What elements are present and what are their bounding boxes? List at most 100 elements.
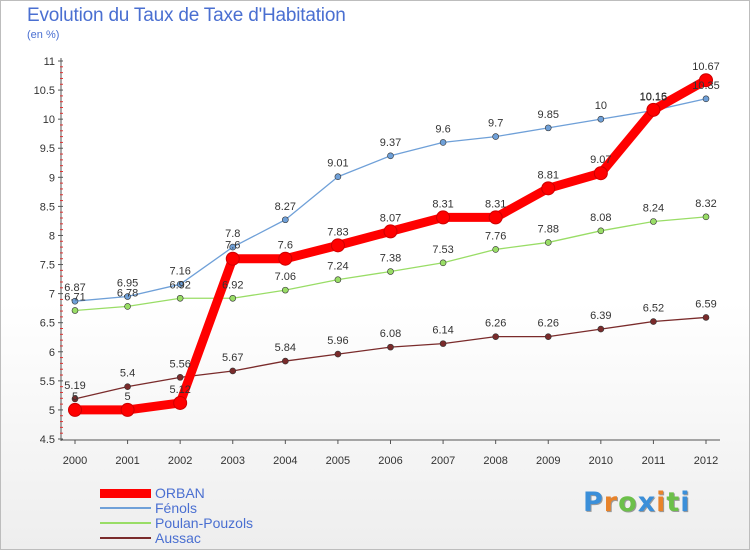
- data-point: [702, 213, 710, 221]
- data-point: [71, 297, 79, 305]
- data-point: [124, 293, 131, 300]
- data-label: 6.71: [64, 291, 85, 303]
- data-label: 8.27: [275, 201, 296, 213]
- x-tick-label: 2005: [326, 455, 350, 467]
- data-point: [176, 294, 184, 302]
- data-point: [544, 333, 552, 340]
- data-point: [597, 115, 605, 123]
- data-point: [488, 210, 503, 225]
- data-point: [229, 243, 237, 251]
- data-label: 6.08: [380, 328, 401, 340]
- data-label: 9.85: [538, 109, 559, 121]
- data-label: 6.92: [169, 279, 190, 291]
- x-tick-label: 2004: [273, 455, 297, 467]
- data-point: [120, 402, 135, 417]
- logo-letter: P: [583, 487, 604, 518]
- data-point: [176, 281, 184, 288]
- data-point: [702, 95, 710, 103]
- data-point: [492, 333, 499, 340]
- logo-letter: x: [637, 487, 657, 518]
- logo-letter: o: [618, 487, 638, 518]
- data-point: [71, 395, 79, 403]
- data-label: 9.6: [435, 123, 450, 135]
- logo-letter: r: [603, 487, 619, 518]
- y-tick-label: 5: [49, 405, 55, 417]
- y-tick-label: 7.5: [40, 260, 55, 272]
- data-point: [282, 216, 289, 224]
- legend-label: ORBAN: [155, 485, 205, 501]
- data-label: 8.81: [538, 169, 559, 181]
- y-tick-label: 6: [49, 347, 55, 359]
- x-tick-label: 2009: [536, 455, 560, 467]
- data-label: 6.14: [432, 325, 453, 337]
- data-point: [597, 325, 605, 333]
- chart-subtitle: (en %): [27, 29, 60, 41]
- data-point: [436, 210, 451, 225]
- data-label: 6.52: [643, 303, 664, 315]
- data-label: 7.53: [432, 244, 453, 256]
- legend-swatch: [100, 507, 151, 509]
- data-label: 6.26: [538, 318, 559, 330]
- x-tick-label: 2010: [589, 455, 613, 467]
- data-label: 10.16: [640, 91, 668, 103]
- data-label: 7.38: [380, 253, 401, 265]
- data-label: 5.67: [222, 352, 243, 364]
- y-tick-label: 6.5: [40, 318, 55, 330]
- data-label: 10.67: [692, 61, 720, 73]
- data-point: [68, 402, 82, 417]
- data-label: 10.35: [692, 80, 720, 92]
- x-tick-label: 2008: [483, 455, 507, 467]
- x-tick-label: 2000: [63, 455, 87, 467]
- data-label: 6.95: [117, 278, 138, 290]
- data-point: [229, 367, 237, 375]
- data-point: [278, 251, 293, 266]
- data-point: [330, 238, 345, 253]
- data-point: [282, 286, 289, 294]
- legend-swatch: [100, 488, 151, 498]
- data-label: 5: [72, 391, 78, 403]
- data-point: [702, 314, 710, 321]
- data-point: [597, 227, 605, 235]
- data-label: 7.6: [278, 240, 293, 252]
- data-label: 8.24: [643, 203, 664, 215]
- data-label: 7.76: [485, 230, 506, 242]
- data-label: 5.56: [169, 358, 190, 370]
- data-point: [383, 224, 398, 239]
- data-label: 5.19: [64, 380, 85, 392]
- y-tick-label: 9.5: [40, 143, 55, 155]
- y-tick-label: 5.5: [40, 376, 55, 388]
- data-point: [650, 218, 657, 225]
- data-label: 8.08: [590, 212, 611, 224]
- data-point: [650, 318, 657, 325]
- x-tick-label: 2001: [115, 455, 139, 467]
- data-label: 6.39: [590, 310, 611, 322]
- data-label: 7.16: [169, 265, 190, 277]
- data-point: [334, 276, 342, 283]
- data-point: [646, 102, 661, 117]
- data-label: 8.32: [695, 198, 716, 210]
- data-label: 6.87: [64, 282, 85, 294]
- data-point: [387, 268, 394, 275]
- x-tick-label: 2007: [431, 455, 455, 467]
- data-label: 8.07: [380, 212, 401, 224]
- data-point: [176, 374, 184, 381]
- chart-title: Evolution du Taux de Taxe d'Habitation: [27, 5, 346, 26]
- x-tick-label: 2012: [694, 455, 718, 467]
- data-label: 8.31: [432, 198, 453, 210]
- data-point: [544, 239, 552, 246]
- data-label: 5.12: [169, 384, 190, 396]
- y-tick-label: 7: [49, 289, 55, 301]
- data-label: 5: [125, 391, 131, 403]
- data-label: 7.88: [538, 223, 559, 235]
- y-tick-label: 10: [43, 114, 55, 126]
- data-label: 5.96: [327, 335, 348, 347]
- data-point: [541, 181, 556, 196]
- data-label: 7.06: [275, 271, 296, 283]
- data-label: 8.31: [485, 198, 506, 210]
- data-label: 6.92: [222, 279, 243, 291]
- y-tick-label: 10.5: [34, 85, 55, 97]
- data-point: [439, 259, 447, 267]
- data-label: 9.01: [327, 158, 348, 170]
- data-label: 10.15: [640, 91, 668, 103]
- data-label: 7.6: [225, 240, 240, 252]
